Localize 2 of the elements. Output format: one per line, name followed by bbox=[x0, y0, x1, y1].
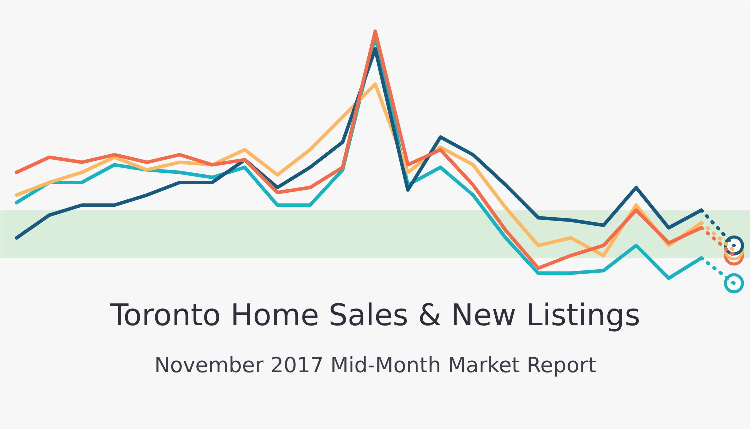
text: November 2017 Mid-Month Market Report bbox=[154, 354, 596, 378]
text: Toronto Home Sales & New Listings bbox=[109, 298, 641, 334]
